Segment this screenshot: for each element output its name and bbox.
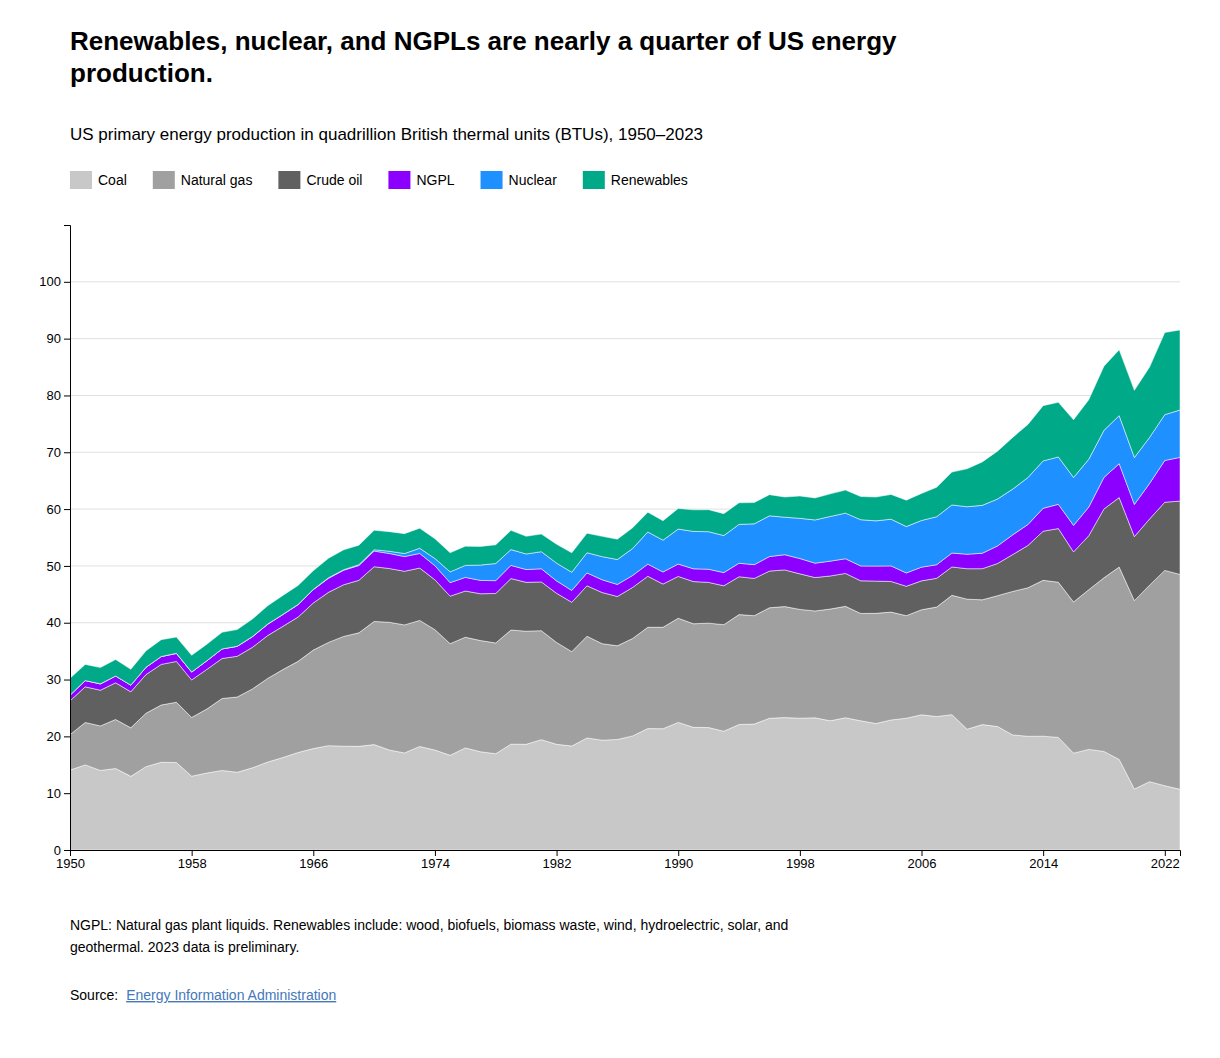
y-tick-label: 20 xyxy=(47,729,61,744)
y-tick-mark xyxy=(64,566,70,567)
legend-label: Coal xyxy=(98,172,127,188)
legend: Coal Natural gas Crude oil NGPL Nuclear Renew… xyxy=(70,171,688,189)
legend-label: Crude oil xyxy=(306,172,362,188)
x-tick-label: 1990 xyxy=(664,856,693,871)
y-tick-mark xyxy=(64,680,70,681)
area xyxy=(70,330,1180,695)
x-tick-mark xyxy=(192,850,193,856)
y-tick-mark xyxy=(64,452,70,453)
y-tick: 30 xyxy=(47,672,70,687)
y-tick-mark xyxy=(64,793,70,794)
y-tick-mark xyxy=(64,850,70,851)
x-tick-label: 2006 xyxy=(908,856,937,871)
y-tick-label: 70 xyxy=(47,445,61,460)
source-link[interactable]: Energy Information Administration xyxy=(126,987,336,1003)
chart: Renewables, nuclear, and NGPLs are nearl… xyxy=(0,0,1220,1058)
title: Renewables, nuclear, and NGPLs are nearl… xyxy=(70,26,897,88)
x-tick-mark xyxy=(678,850,679,856)
y-tick-mark xyxy=(64,339,70,340)
x-tick-mark xyxy=(435,850,436,856)
x-tick: 2014 xyxy=(1029,850,1058,871)
y-tick: 40 xyxy=(47,615,70,630)
x-tick-mark xyxy=(1165,850,1166,856)
y-axis: 0 10 20 30 40 50 60 70 80 90 100 xyxy=(39,226,70,858)
y-tick-label: 0 xyxy=(54,843,61,858)
grid-line xyxy=(70,395,1180,396)
x-tick-label: 2014 xyxy=(1029,856,1058,871)
x-tick: 1966 xyxy=(299,850,328,871)
y-tick-mark xyxy=(64,282,70,283)
y-tick: 10 xyxy=(47,786,70,801)
x-tick-mark xyxy=(800,850,801,856)
y-axis-line xyxy=(64,226,71,851)
x-axis: 1950 1958 1966 1974 1982 1990 1998 2006 2014 2022 xyxy=(56,850,1180,871)
grid-line xyxy=(70,338,1180,339)
x-tick-label: 1982 xyxy=(543,856,572,871)
y-tick-label: 100 xyxy=(39,274,61,289)
legend-label: Natural gas xyxy=(181,172,253,188)
y-tick-label: 90 xyxy=(47,331,61,346)
x-tick-label: 1974 xyxy=(421,856,450,871)
y-tick: 60 xyxy=(47,502,70,517)
y-tick-label: 10 xyxy=(47,786,61,801)
y-tick: 50 xyxy=(47,559,70,574)
y-tick: 90 xyxy=(47,331,70,346)
x-tick: 2022 xyxy=(1151,850,1180,871)
x-tick: 1982 xyxy=(543,850,572,871)
legend-swatch xyxy=(278,171,300,189)
y-tick: 100 xyxy=(39,274,70,289)
y-tick: 80 xyxy=(47,388,70,403)
y-tick-label: 80 xyxy=(47,388,61,403)
y-tick-label: 30 xyxy=(47,672,61,687)
x-tick-mark xyxy=(922,850,923,856)
y-tick-mark xyxy=(64,509,70,510)
y-tick: 20 xyxy=(47,729,70,744)
x-tick-label: 1950 xyxy=(56,856,85,871)
grid-line xyxy=(70,281,1180,282)
x-tick-label: 1998 xyxy=(786,856,815,871)
y-tick-mark xyxy=(64,395,70,396)
x-axis-line xyxy=(71,851,1181,857)
subtitle: US primary energy production in quadrill… xyxy=(70,125,703,144)
footnote: NGPL: Natural gas plant liquids. Renewab… xyxy=(70,917,788,955)
legend-label: Nuclear xyxy=(509,172,558,188)
legend-swatch xyxy=(388,171,410,189)
x-tick: 2006 xyxy=(908,850,937,871)
y-tick-mark xyxy=(64,623,70,624)
x-tick-mark xyxy=(313,850,314,856)
legend-swatch xyxy=(583,171,605,189)
legend-swatch xyxy=(481,171,503,189)
x-tick-label: 2022 xyxy=(1151,856,1180,871)
y-tick-label: 40 xyxy=(47,615,61,630)
x-tick: 1990 xyxy=(664,850,693,871)
y-tick-label: 60 xyxy=(47,502,61,517)
x-tick: 1998 xyxy=(786,850,815,871)
x-tick-label: 1958 xyxy=(178,856,207,871)
y-tick-mark xyxy=(64,736,70,737)
x-tick-label: 1966 xyxy=(299,856,328,871)
y-tick: 0 xyxy=(54,843,70,858)
x-tick-mark xyxy=(1043,850,1044,856)
legend-swatch xyxy=(70,171,92,189)
source-label: Source: xyxy=(70,987,122,1003)
grid xyxy=(70,282,1180,850)
y-tick-label: 50 xyxy=(47,559,61,574)
legend-swatch xyxy=(153,171,175,189)
plot-area xyxy=(70,330,1180,850)
x-tick: 1958 xyxy=(178,850,207,871)
legend-label: NGPL xyxy=(416,172,454,188)
legend-label: Renewables xyxy=(611,172,688,188)
y-tick: 70 xyxy=(47,445,70,460)
x-tick-mark xyxy=(557,850,558,856)
source-link-text[interactable]: Energy Information Administration xyxy=(126,987,336,1003)
x-tick: 1974 xyxy=(421,850,450,871)
